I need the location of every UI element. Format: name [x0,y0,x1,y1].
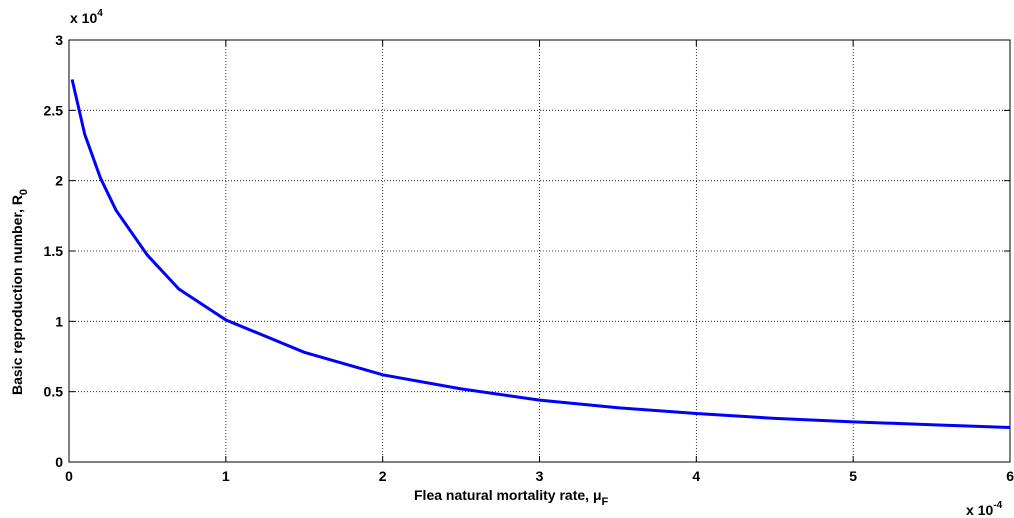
x-tick-label: 2 [379,468,387,484]
y-tick-label: 2.5 [44,102,64,118]
x-multiplier: x 10-4 [966,500,1003,518]
y-tick-label: 3 [55,32,63,48]
y-tick-label: 0 [55,454,63,470]
y-tick-label: 1.5 [44,243,64,259]
y-tick-labels: 0 0.5 1 1.5 2 2.5 3 [44,32,64,470]
y-tick-label: 0.5 [44,384,64,400]
x-tick-labels: 0 1 2 3 4 5 6 [65,468,1014,484]
y-tick-label: 2 [55,173,63,189]
y-axis-label: Basic reproduction number, R0 [9,189,30,395]
x-tick-label: 6 [1006,468,1014,484]
x-tick-label: 5 [849,468,857,484]
x-tick-label: 0 [65,468,73,484]
y-multiplier: x 104 [70,8,103,26]
series-line [70,79,1011,429]
x-tick-label: 4 [692,468,700,484]
x-tick-label: 1 [222,468,230,484]
tick-marks [68,39,1011,463]
x-tick-label: 3 [536,468,544,484]
y-tick-label: 1 [55,313,63,329]
x-axis-label: Flea natural mortality rate, μF [414,487,609,508]
